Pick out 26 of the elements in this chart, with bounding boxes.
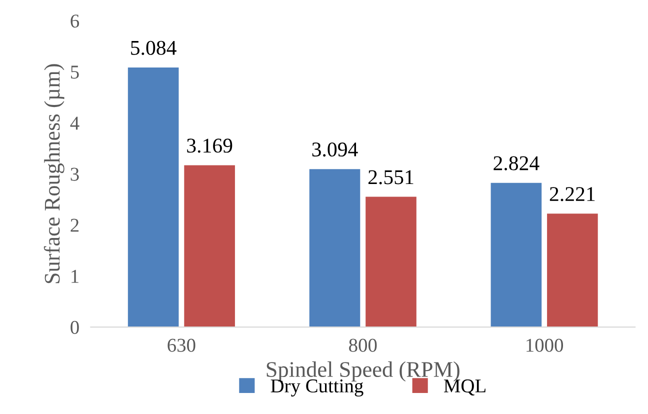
x-tick-label: 630: [168, 338, 196, 352]
y-tick-label: 0: [70, 320, 79, 334]
legend-label: Dry Cutting: [270, 379, 364, 396]
bar: [490, 182, 542, 328]
y-tick-label: 3: [70, 168, 79, 181]
bar: [128, 67, 179, 328]
data-label: 2.221: [550, 187, 595, 202]
y-tick-label: 1: [72, 270, 78, 283]
data-label: 3.094: [312, 142, 358, 157]
bar: [366, 196, 416, 328]
y-axis-title: Surface Roughness (µm): [44, 64, 64, 284]
data-label: 2.551: [368, 170, 414, 184]
y-tick-label: 2: [70, 218, 79, 232]
y-tick-label: 6: [70, 14, 80, 28]
x-axis-title: Spindel Speed (RPM): [266, 361, 460, 382]
data-label: 2.824: [494, 156, 540, 170]
legend-label: MQL: [444, 379, 486, 396]
bar: [184, 165, 235, 328]
x-tick-label: 800: [349, 338, 377, 352]
bar: [309, 169, 360, 328]
data-label: 5.084: [131, 40, 176, 55]
bar: [547, 214, 598, 328]
y-tick-label: 4: [70, 116, 80, 130]
data-label: 3.169: [187, 138, 232, 153]
x-tick-label: 1000: [526, 338, 564, 352]
y-tick-label: 5: [71, 66, 79, 79]
